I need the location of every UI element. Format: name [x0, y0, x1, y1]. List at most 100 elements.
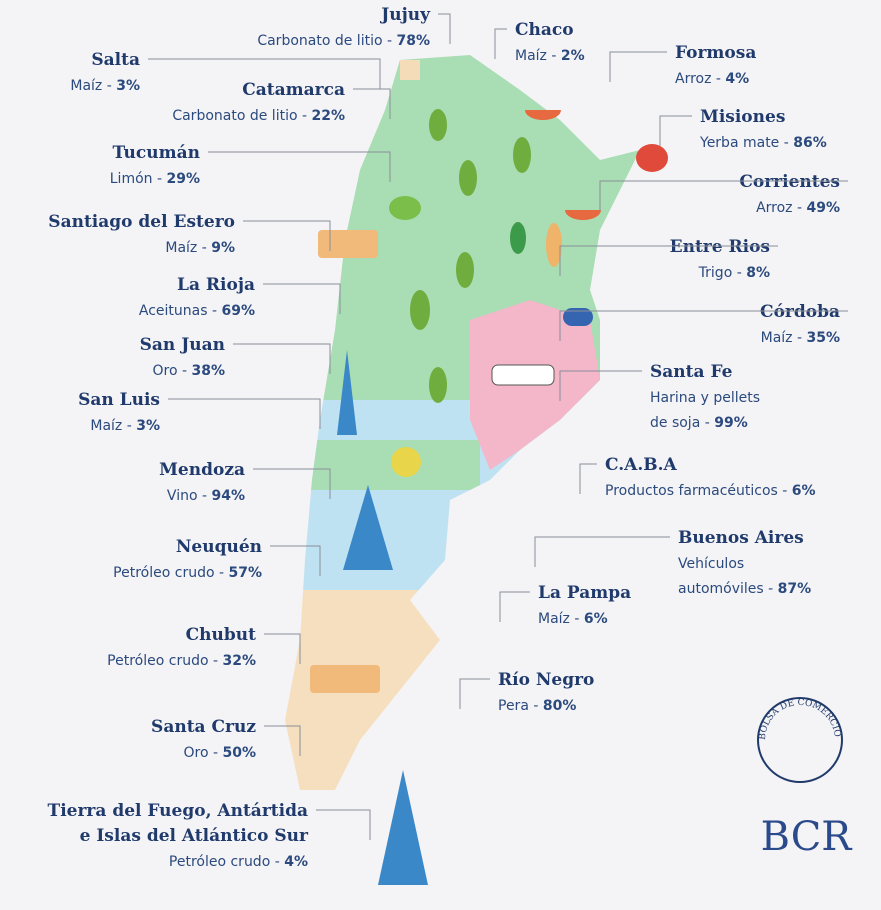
share: 22%: [311, 108, 345, 124]
icon-lithium: [400, 60, 420, 80]
product: Productos farmacéuticos -: [605, 483, 787, 499]
province-name: Catamarca: [242, 80, 345, 100]
share: 2%: [561, 48, 585, 64]
province-name: Chaco: [515, 20, 574, 40]
product-line: Maíz - 9%: [165, 240, 235, 256]
province-name: Jujuy: [379, 5, 431, 25]
province-name: Santa Fe: [650, 362, 733, 382]
province-name: San Luis: [78, 390, 160, 410]
product-line: Carbonato de litio - 78%: [257, 33, 430, 49]
product-line: Vino - 94%: [167, 488, 245, 504]
logo-name: BCR: [761, 814, 854, 860]
product: Petróleo crudo -: [169, 854, 280, 870]
province-name: Salta: [91, 50, 140, 70]
icon-mate: [636, 144, 668, 172]
product-line: Maíz - 2%: [515, 48, 585, 64]
icon-car: [492, 365, 554, 385]
infographic: BOLSA DE COMERCIO DE ROSARIO BCR JujuyCa…: [0, 0, 881, 910]
share: 78%: [396, 33, 430, 49]
product: Vino -: [167, 488, 207, 504]
product: Trigo -: [698, 265, 742, 281]
share: 32%: [222, 653, 256, 669]
province-name: Buenos Aires: [678, 528, 804, 548]
product: Limón -: [110, 171, 162, 187]
product: Pera -: [498, 698, 538, 714]
share: 6%: [792, 483, 816, 499]
product-line: automóviles - 87%: [678, 581, 811, 597]
product-line: Petróleo crudo - 32%: [107, 653, 256, 669]
province-name: C.A.B.A: [605, 455, 678, 475]
product: Maíz -: [90, 418, 131, 434]
product: Arroz -: [756, 200, 802, 216]
product: Oro -: [183, 745, 218, 761]
product-line: Maíz - 3%: [70, 78, 140, 94]
product: Arroz -: [675, 71, 721, 87]
product-line: Petróleo crudo - 57%: [113, 565, 262, 581]
province-name: Mendoza: [159, 460, 245, 480]
icon-soy: [510, 222, 526, 254]
product-line: Productos farmacéuticos - 6%: [605, 483, 816, 499]
province-name: La Pampa: [538, 583, 631, 603]
product: Vehículos: [678, 556, 744, 572]
product: Maíz -: [761, 330, 802, 346]
product-line: Vehículos: [678, 556, 744, 572]
province-name: Santiago del Estero: [48, 212, 235, 232]
province-name: Misiones: [700, 107, 785, 127]
icon-pear: [391, 447, 421, 477]
product-line: Aceitunas - 69%: [139, 303, 255, 319]
share: 3%: [136, 418, 160, 434]
icon-gold: [318, 230, 378, 258]
share: 49%: [806, 200, 840, 216]
province-name: San Juan: [140, 335, 225, 355]
product-line: Harina y pellets: [650, 390, 760, 406]
share: 86%: [793, 135, 827, 151]
province-name: Chubut: [186, 625, 256, 645]
share: 29%: [166, 171, 200, 187]
product-line: Carbonato de litio - 22%: [172, 108, 345, 124]
product: de soja -: [650, 415, 710, 431]
product: Yerba mate -: [699, 135, 789, 151]
product: Petróleo crudo -: [107, 653, 218, 669]
province-name: e Islas del Atlántico Sur: [80, 826, 309, 846]
product-line: de soja - 99%: [650, 415, 748, 431]
product: automóviles -: [678, 581, 773, 597]
province-name: Entre Rios: [670, 237, 770, 257]
product: Carbonato de litio -: [257, 33, 392, 49]
product: Maíz -: [165, 240, 206, 256]
share: 3%: [116, 78, 140, 94]
product: Carbonato de litio -: [172, 108, 307, 124]
product: Maíz -: [515, 48, 556, 64]
share: 4%: [725, 71, 749, 87]
share: 80%: [543, 698, 577, 714]
share: 38%: [191, 363, 225, 379]
product: Maíz -: [538, 611, 579, 627]
province-name: La Rioja: [177, 275, 255, 295]
share: 69%: [221, 303, 255, 319]
share: 57%: [228, 565, 262, 581]
province-name: Córdoba: [760, 302, 840, 322]
product: Aceitunas -: [139, 303, 217, 319]
product: Petróleo crudo -: [113, 565, 224, 581]
province-name: Santa Cruz: [151, 717, 256, 737]
product-line: Yerba mate - 86%: [699, 135, 827, 151]
province-name: Tucumán: [112, 143, 200, 163]
product-line: Arroz - 49%: [756, 200, 840, 216]
product-line: Petróleo crudo - 4%: [169, 854, 308, 870]
share: 99%: [714, 415, 748, 431]
province-name: Neuquén: [176, 537, 262, 557]
province-name: Corrientes: [739, 172, 840, 192]
share: 87%: [778, 581, 812, 597]
share: 94%: [211, 488, 245, 504]
icon-olive: [389, 196, 421, 220]
share: 4%: [284, 854, 308, 870]
product: Harina y pellets: [650, 390, 760, 406]
product-line: Pera - 80%: [498, 698, 576, 714]
icon-gold: [310, 665, 380, 693]
product-line: Maíz - 35%: [761, 330, 840, 346]
product-line: Trigo - 8%: [698, 265, 770, 281]
share: 9%: [211, 240, 235, 256]
product-line: Maíz - 3%: [90, 418, 160, 434]
product-line: Maíz - 6%: [538, 611, 608, 627]
share: 6%: [584, 611, 608, 627]
product-line: Oro - 38%: [152, 363, 225, 379]
